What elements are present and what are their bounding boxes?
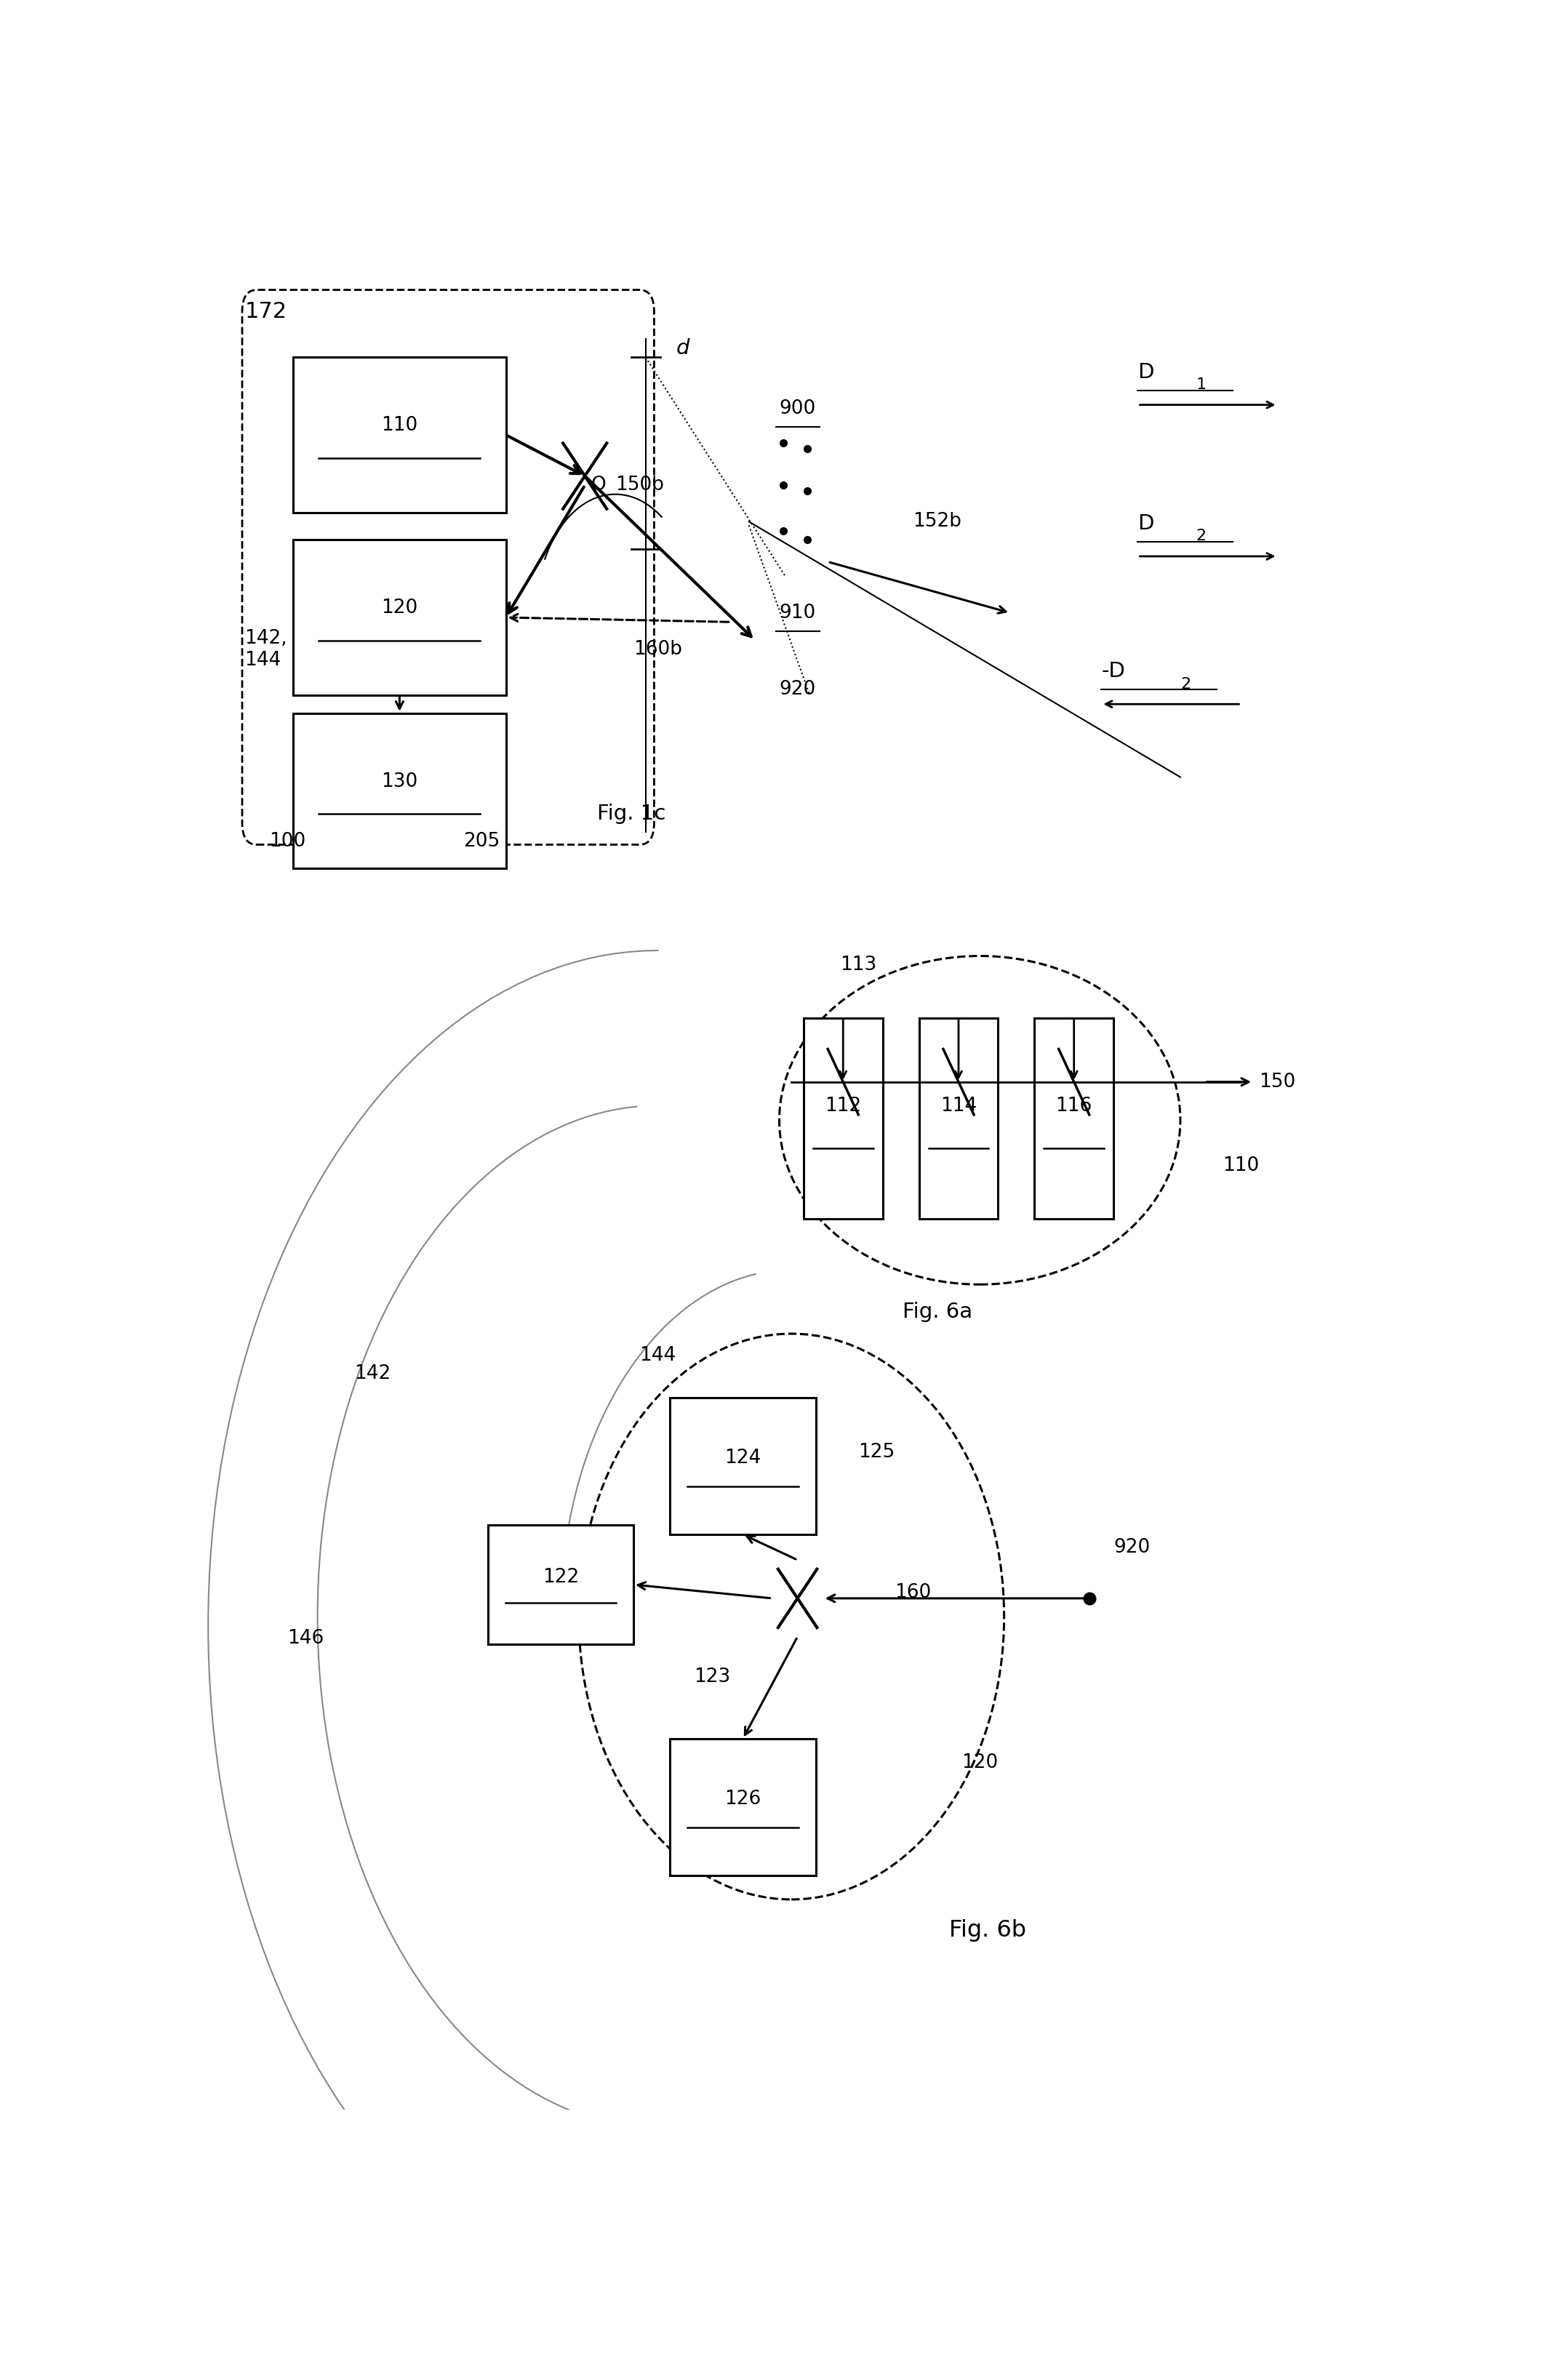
Text: D: D [1138,363,1154,382]
Text: 112: 112 [825,1097,861,1116]
Text: D: D [1138,514,1154,533]
Text: Fig. 1c: Fig. 1c [597,803,666,825]
Text: 126: 126 [724,1789,760,1808]
Bar [670,1398,815,1533]
Text: -D: -D [1101,661,1126,683]
Text: 205: 205 [464,832,500,851]
Text: 144: 144 [640,1346,676,1365]
Text: 100: 100 [270,832,306,851]
Text: Fig. 6b: Fig. 6b [950,1920,1027,1941]
Text: 130: 130 [381,773,417,792]
Text: 120: 120 [961,1754,999,1773]
Text: 2: 2 [1181,678,1190,692]
Text: Fig. 6a: Fig. 6a [902,1301,972,1322]
Text: 142: 142 [354,1365,390,1384]
Text: 114: 114 [941,1097,977,1116]
Text: 920: 920 [1113,1538,1149,1557]
Bar [293,540,506,694]
Text: 116: 116 [1055,1097,1093,1116]
Text: 122: 122 [543,1569,579,1588]
Text: 146: 146 [287,1628,323,1647]
Text: 160: 160 [895,1583,931,1602]
Text: 123: 123 [695,1668,731,1685]
Text: 150b: 150b [615,476,663,495]
Text: 124: 124 [724,1448,760,1467]
Text: 120: 120 [381,600,417,619]
Bar [804,1019,883,1218]
Text: 900: 900 [779,398,815,417]
Bar [919,1019,997,1218]
Text: 152b: 152b [913,512,961,531]
Text: 113: 113 [840,955,877,974]
Text: 172: 172 [245,301,287,322]
Text: 125: 125 [858,1443,895,1462]
Bar [293,358,506,512]
Text: 920: 920 [779,680,815,699]
Bar [670,1740,815,1875]
Text: 2: 2 [1196,529,1206,543]
Text: 150: 150 [1259,1074,1295,1090]
Text: 110: 110 [1223,1157,1259,1176]
Bar [293,713,506,867]
Text: O: O [591,476,605,495]
Text: 160b: 160b [633,640,682,659]
Text: d: d [676,339,690,358]
Text: 910: 910 [779,604,815,623]
Bar [488,1526,633,1645]
Text: 110: 110 [381,417,417,436]
Text: 142,
144: 142, 144 [245,628,287,671]
Bar [1035,1019,1113,1218]
Text: 1: 1 [1196,377,1206,391]
